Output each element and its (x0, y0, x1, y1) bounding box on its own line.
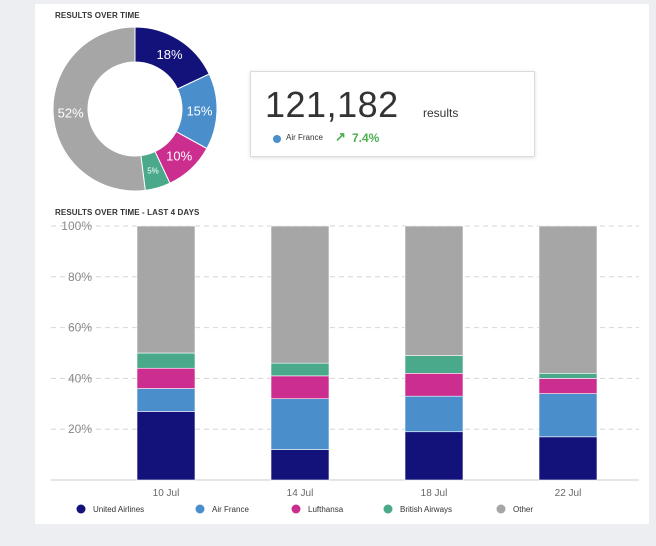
bar-segment-other[interactable] (270, 225, 330, 364)
y-tick-label: 80% (68, 270, 92, 284)
bar-segment-lufthansa[interactable] (270, 375, 330, 400)
bar-segment-united-airlines[interactable] (270, 449, 330, 481)
tooltip-unit: results (423, 106, 459, 120)
legend-marker-british-airways (383, 504, 393, 514)
bar-segment-air-france[interactable] (538, 393, 598, 438)
legend-label-other: Other (513, 505, 533, 514)
donut-label-united-airlines: 18% (157, 47, 183, 62)
tooltip-change: 7.4% (352, 131, 380, 145)
tooltip-series-dot (273, 135, 281, 143)
results-tooltip: 121,182 results Air France ↗ 7.4% (250, 71, 535, 157)
bar-segment-air-france[interactable] (270, 398, 330, 450)
legend-label-united-airlines: United Airlines (93, 505, 144, 514)
legend-marker-lufthansa (291, 504, 301, 514)
donut-label-air-france: 15% (186, 104, 212, 119)
legend-label-lufthansa: Lufthansa (308, 505, 344, 514)
bar-segment-air-france[interactable] (136, 388, 196, 412)
legend-marker-air-france (195, 504, 205, 514)
bar-segment-united-airlines[interactable] (404, 431, 464, 481)
y-tick-label: 20% (68, 422, 92, 436)
bar-segment-air-france[interactable] (404, 395, 464, 433)
donut-chart-title: RESULTS OVER TIME (55, 11, 140, 20)
legend-label-air-france: Air France (212, 505, 249, 514)
donut-label-lufthansa: 10% (166, 149, 192, 164)
bar-segment-british-airways[interactable] (404, 355, 464, 374)
donut-slice-other[interactable] (52, 26, 146, 192)
bar-chart-title: RESULTS OVER TIME - LAST 4 DAYS (55, 208, 200, 217)
chart-card: RESULTS OVER TIME 18% 15% 10% 5% 52% 121,182… (35, 4, 649, 524)
legend-label-british-airways: British Airways (400, 505, 452, 514)
legend-marker-united-airlines (76, 504, 86, 514)
bar-segment-british-airways[interactable] (270, 362, 330, 377)
bar-segment-united-airlines[interactable] (538, 436, 598, 481)
bar-segment-other[interactable] (538, 225, 598, 374)
y-tick-label: 40% (68, 371, 92, 385)
x-tick-label: 10 Jul (153, 488, 180, 499)
y-tick-label: 100% (61, 219, 92, 233)
x-tick-label: 22 Jul (555, 488, 582, 499)
bar-segment-british-airways[interactable] (136, 352, 196, 369)
donut-label-british-airways: 5% (147, 166, 159, 175)
bar-segment-lufthansa[interactable] (136, 367, 196, 389)
bar-segment-other[interactable] (136, 225, 196, 354)
bar-segment-lufthansa[interactable] (404, 373, 464, 397)
donut-chart: 18% 15% 10% 5% 52% (52, 26, 218, 192)
tooltip-series-label: Air France (286, 133, 323, 142)
bar-segment-other[interactable] (404, 225, 464, 356)
x-tick-label: 18 Jul (421, 488, 448, 499)
x-tick-label: 14 Jul (287, 488, 314, 499)
legend-marker-other (496, 504, 506, 514)
bar-segment-british-airways[interactable] (538, 373, 598, 379)
bar-segment-united-airlines[interactable] (136, 411, 196, 481)
tooltip-value: 121,182 (265, 84, 399, 125)
donut-label-other: 52% (58, 106, 84, 121)
bar-segment-lufthansa[interactable] (538, 378, 598, 394)
y-tick-label: 60% (68, 321, 92, 335)
stacked-bar-chart: 20% 40% 60% 80% 100% 10 Jul 14 Jul 18 Jul 22 Jul… (51, 219, 639, 514)
arrow-up-right-icon: ↗ (335, 129, 346, 144)
